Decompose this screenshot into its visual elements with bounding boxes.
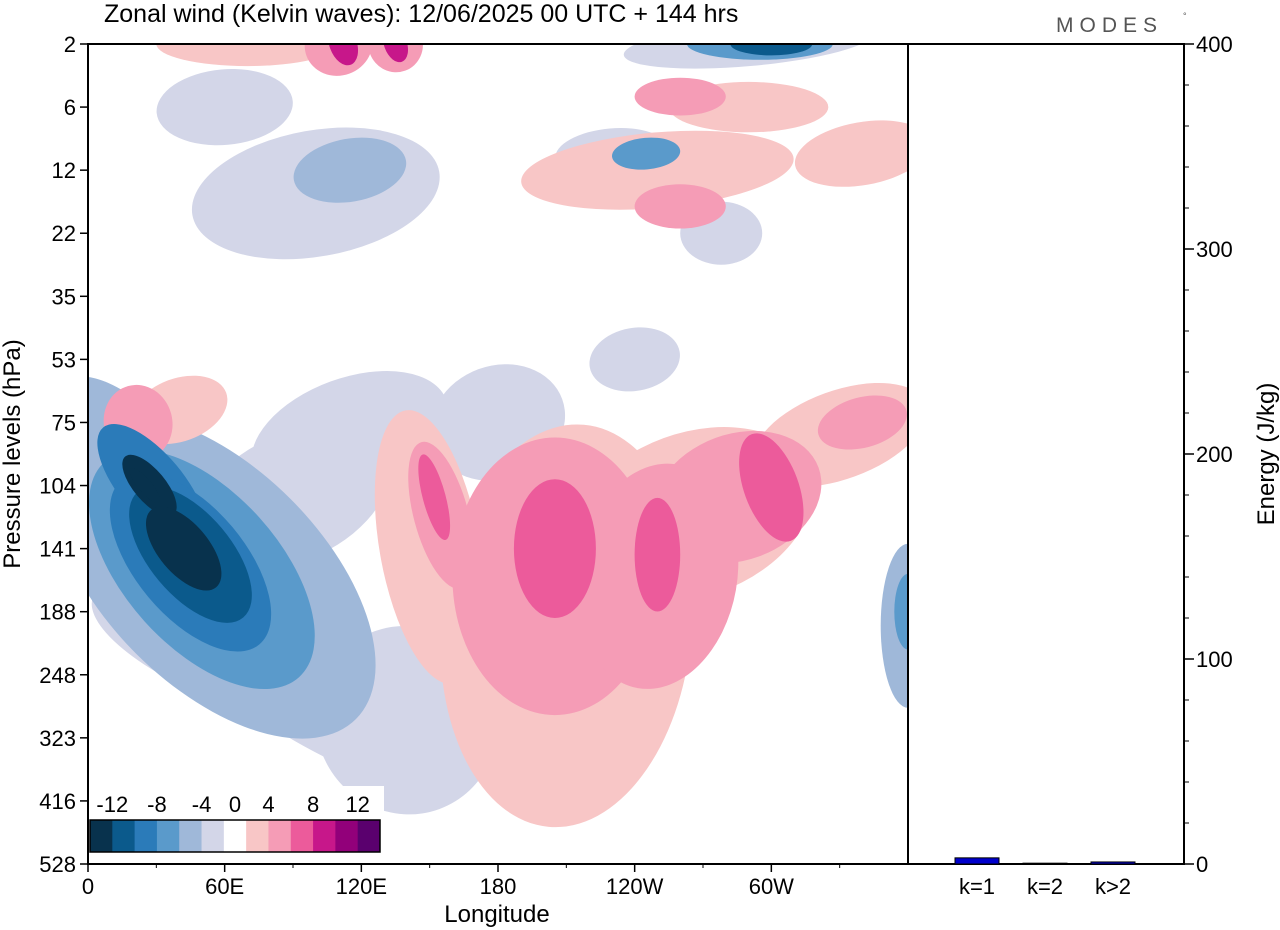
colorbar-swatch <box>179 820 203 852</box>
colorbar-label: -4 <box>192 792 212 817</box>
easterly-anomaly <box>129 468 161 503</box>
x-tick-label: 120E <box>336 874 387 899</box>
y-tick-label: 6 <box>64 95 76 120</box>
colorbar-swatch <box>313 820 336 852</box>
x-tick-label: 180 <box>480 874 517 899</box>
colorbar-label: -8 <box>147 792 167 817</box>
x-tick-label: 60E <box>205 874 244 899</box>
westerly-anomaly <box>739 433 804 542</box>
axes: 0 60E 120E 180 120W 60W 2 6 12 22 35 53 75 104 141 188 2… <box>39 32 1232 899</box>
westerly-anomaly <box>382 44 409 63</box>
colorbar-swatch <box>112 820 136 852</box>
x-tick-label: 60W <box>749 874 794 899</box>
westerly-anomaly <box>634 77 726 116</box>
colorbar-label: 0 <box>229 792 241 817</box>
energy-tick-label: 100 <box>1196 647 1233 672</box>
y-tick-label: 53 <box>52 347 76 372</box>
colorbar-swatch <box>357 820 381 852</box>
y-tick-label: 248 <box>39 663 76 688</box>
y-tick-label: 35 <box>52 284 76 309</box>
westerly-anomaly <box>634 497 681 612</box>
y-tick-label: 22 <box>52 221 76 246</box>
westerly-anomaly <box>521 130 794 210</box>
easterly-anomaly <box>612 137 681 170</box>
y-tick-label: 188 <box>39 600 76 625</box>
easterly-anomaly <box>623 44 874 69</box>
westerly-anomaly <box>513 479 596 618</box>
easterly-anomaly <box>894 573 908 650</box>
energy-bars: k=1 k=2 k>2 <box>954 857 1136 899</box>
colorbar-label: 12 <box>345 792 369 817</box>
x-tick-label: 120W <box>606 874 664 899</box>
y-tick-label: 2 <box>64 32 76 57</box>
colorbar-label: 4 <box>262 792 274 817</box>
colorbar-swatch <box>156 820 180 852</box>
colorbar-swatch <box>134 820 158 852</box>
energy-bar <box>1022 862 1068 865</box>
energy-category-label: k>2 <box>1095 874 1131 899</box>
y-tick-label: 104 <box>39 474 76 499</box>
colorbar-swatch <box>246 820 269 852</box>
colorbar-swatch <box>290 820 314 852</box>
energy-frame <box>907 43 1185 865</box>
x-axis-label: Longitude <box>444 901 549 928</box>
y-tick-label: 12 <box>52 158 76 183</box>
chart-title: Zonal wind (Kelvin waves): 12/06/2025 00… <box>104 0 738 28</box>
energy-bar <box>954 857 1000 865</box>
y-tick-label: 323 <box>39 726 76 751</box>
energy-tick-label: 0 <box>1196 852 1208 877</box>
logo-text: MODES <box>1056 14 1163 37</box>
energy-category-label: k=2 <box>1027 874 1063 899</box>
x-tick-label: 0 <box>82 874 94 899</box>
westerly-anomaly <box>156 44 339 67</box>
colorbar-label: 8 <box>307 792 319 817</box>
energy-tick-label: 400 <box>1196 32 1233 57</box>
y-tick-label: 416 <box>39 789 76 814</box>
y-tick-label: 141 <box>39 537 76 562</box>
energy-tick-label: 300 <box>1196 237 1233 262</box>
modes-logo: MODES ° <box>1056 11 1187 37</box>
wind-field <box>88 44 908 834</box>
easterly-anomaly <box>293 137 407 203</box>
energy-bar <box>1090 861 1136 865</box>
westerly-anomaly <box>634 184 726 229</box>
easterly-anomaly <box>730 44 813 56</box>
colorbar-swatch <box>223 820 247 852</box>
colorbar-label: -12 <box>96 792 128 817</box>
easterly-anomaly <box>156 68 293 146</box>
easterly-anomaly <box>589 327 680 392</box>
colorbar: -12 -8 -4 0 4 8 12 <box>86 786 384 856</box>
westerly-anomaly <box>817 395 907 450</box>
energy-axis-label: Energy (J/kg) <box>1253 383 1280 526</box>
colorbar-swatch <box>335 820 359 852</box>
colorbar-frame <box>89 819 381 853</box>
y-axis-label: Pressure levels (hPa) <box>0 339 26 568</box>
westerly-anomaly <box>794 120 908 187</box>
westerly-anomaly <box>418 454 451 540</box>
energy-category-label: k=1 <box>959 874 995 899</box>
y-tick-label: 528 <box>39 852 76 877</box>
easterly-anomaly <box>145 506 222 591</box>
logo-mark: ° <box>1183 11 1187 21</box>
colorbar-swatch <box>268 820 292 852</box>
energy-tick-label: 200 <box>1196 442 1233 467</box>
westerly-anomaly <box>368 44 423 73</box>
y-tick-label: 75 <box>52 410 76 435</box>
colorbar-swatch <box>90 820 113 852</box>
colorbar-swatch <box>201 820 225 852</box>
